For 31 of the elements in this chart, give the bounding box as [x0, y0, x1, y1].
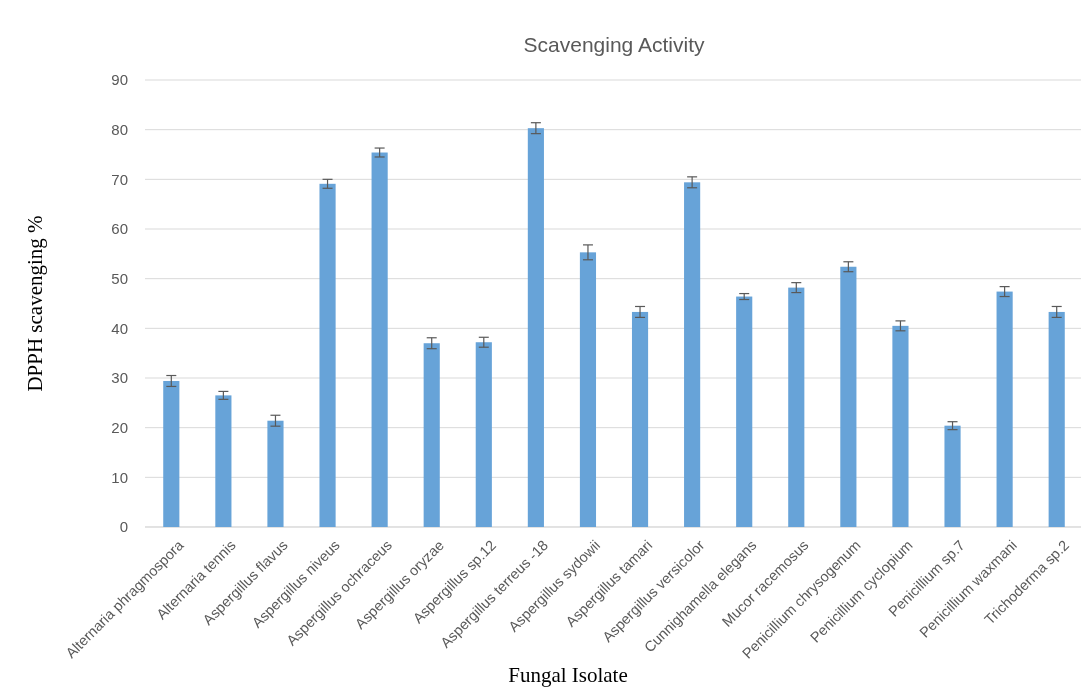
- bar: [996, 291, 1013, 527]
- bar: [319, 183, 336, 527]
- bar: [892, 325, 909, 527]
- bar: [215, 395, 232, 527]
- bar: [579, 252, 597, 527]
- x-axis-title: Fungal Isolate: [508, 663, 628, 687]
- bar: [631, 311, 649, 527]
- y-tick-label: 70: [111, 170, 128, 188]
- bar: [788, 287, 805, 527]
- y-tick-label: 40: [111, 319, 128, 337]
- y-tick-label: 20: [111, 418, 128, 436]
- y-tick-label: 0: [119, 518, 128, 536]
- bar: [371, 152, 388, 527]
- bar: [423, 343, 440, 527]
- y-tick-label: 90: [111, 71, 128, 89]
- y-tick-label: 50: [111, 269, 128, 287]
- bar: [163, 380, 180, 527]
- chart-title: Scavenging Activity: [523, 33, 705, 56]
- y-tick-label: 10: [111, 468, 128, 486]
- bar: [684, 182, 701, 527]
- bar: [527, 128, 544, 527]
- y-tick-label: 30: [111, 369, 128, 387]
- bar: [944, 425, 961, 527]
- y-tick-label: 60: [111, 220, 128, 238]
- y-tick-label: 80: [111, 120, 128, 138]
- bar: [267, 420, 284, 527]
- y-axis-title: DPPH scavenging %: [23, 215, 47, 392]
- bar: [736, 296, 753, 527]
- bar: [1048, 311, 1065, 527]
- bar: [475, 342, 492, 527]
- bar: [840, 266, 857, 527]
